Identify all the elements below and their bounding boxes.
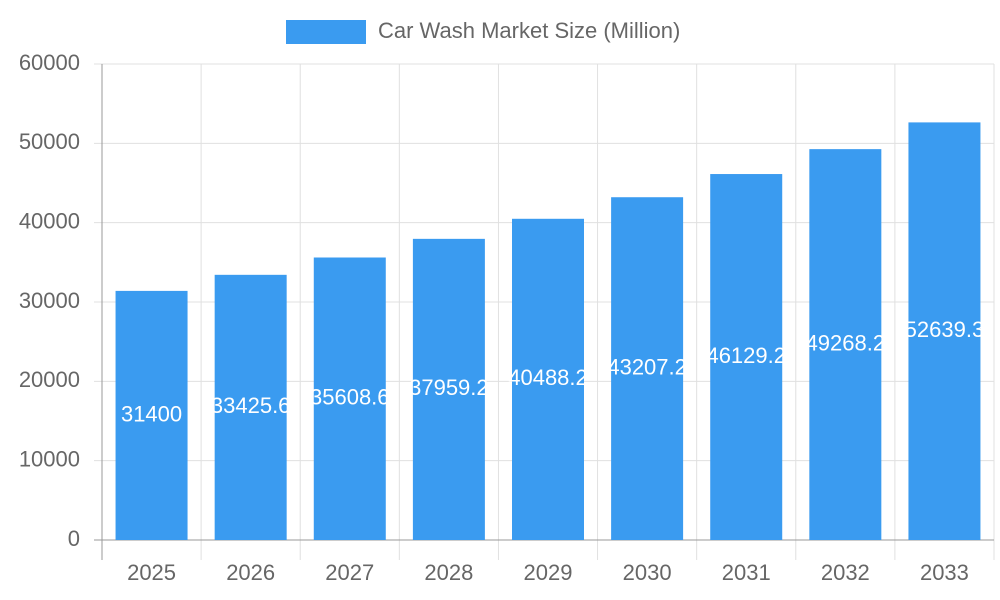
x-tick-label: 2029 — [524, 560, 573, 585]
y-tick-label: 10000 — [19, 446, 80, 471]
bar — [710, 174, 783, 540]
x-tick-label: 2032 — [821, 560, 870, 585]
data-label: 31400 — [121, 401, 182, 426]
x-tick-label: 2030 — [623, 560, 672, 585]
y-tick-label: 30000 — [19, 288, 80, 313]
bar — [313, 257, 386, 540]
x-tick-label: 2031 — [722, 560, 771, 585]
x-tick-label: 2027 — [325, 560, 374, 585]
data-label: 40488.2 — [508, 365, 588, 390]
x-tick-label: 2033 — [920, 560, 969, 585]
legend-swatch — [286, 20, 366, 44]
bar — [115, 290, 188, 540]
bar — [809, 149, 882, 540]
bar — [512, 218, 584, 540]
y-tick-label: 0 — [68, 526, 80, 551]
y-tick-label: 40000 — [19, 208, 80, 233]
data-label: 49268.2 — [806, 330, 886, 355]
x-tick-label: 2026 — [226, 560, 275, 585]
bar — [214, 274, 287, 540]
bar — [412, 238, 485, 541]
y-tick-label: 50000 — [19, 129, 80, 154]
data-label: 33425.6 — [211, 393, 291, 418]
bar — [908, 122, 981, 540]
bar — [611, 197, 684, 540]
data-label: 46129.2 — [706, 343, 786, 368]
data-label: 43207.2 — [607, 354, 687, 379]
y-tick-label: 20000 — [19, 367, 80, 392]
data-label: 37959.2 — [409, 375, 489, 400]
data-label: 35608.6 — [310, 385, 390, 410]
legend-label: Car Wash Market Size (Million) — [378, 18, 680, 43]
x-tick-label: 2025 — [127, 560, 176, 585]
y-tick-label: 60000 — [19, 50, 80, 75]
data-label: 52639.3 — [905, 317, 985, 342]
x-tick-label: 2028 — [424, 560, 473, 585]
